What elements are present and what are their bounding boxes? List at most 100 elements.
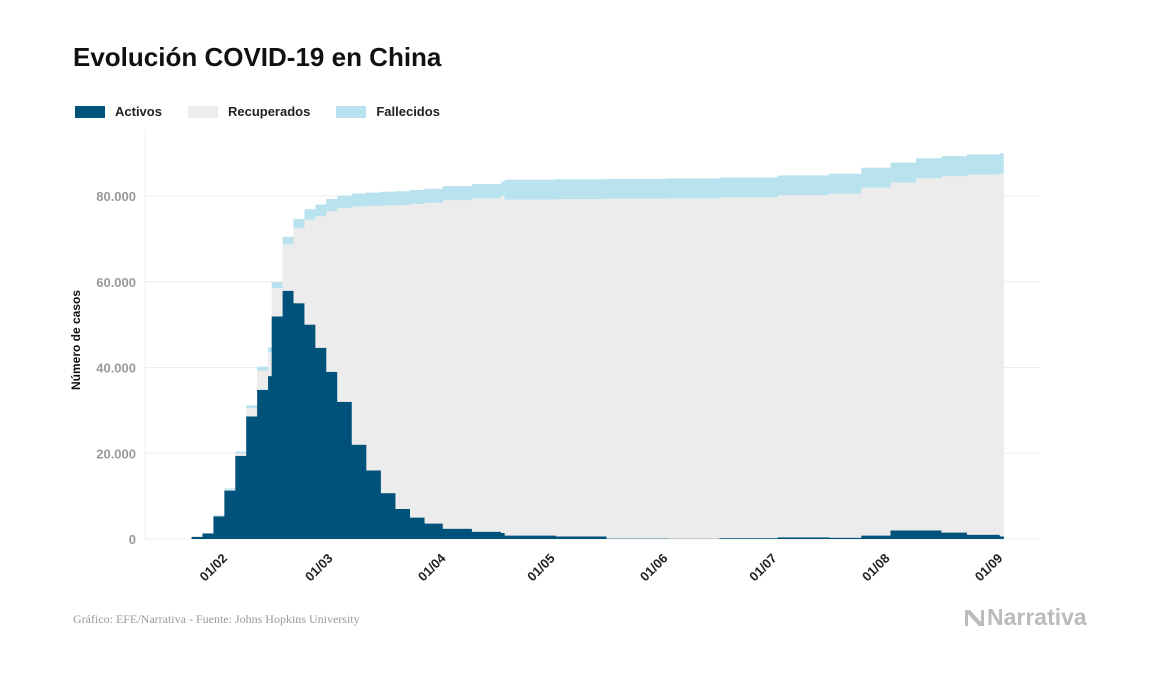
area-segment-recuperados [668,198,720,539]
area-segment-activos [304,324,316,539]
area-segment-fallecidos [555,179,608,200]
narrativa-logo: Narrativa [963,604,1087,631]
area-segment-fallecidos [424,188,444,203]
area-segment-activos [966,534,1001,539]
area-segment-activos [890,530,917,539]
area-segment-fallecidos [504,179,557,200]
area-segment-activos [202,533,214,539]
x-tick-label: 01/09 [972,551,1006,585]
area-segment-fallecidos [271,282,284,289]
area-segment-fallecidos [501,181,506,196]
area-segment-fallecidos [351,193,367,207]
area-segment-fallecidos [395,191,411,206]
area-segment-recuperados [380,205,396,494]
area-segment-activos [282,290,295,539]
x-tick-label: 01/04 [415,550,449,584]
legend-swatch-activos [75,105,105,118]
area-segment-recuperados [257,370,269,390]
area-segment-fallecidos [224,488,236,490]
area-segment-recuperados [366,206,382,471]
area-segment-recuperados [777,195,830,538]
legend-swatch-recuperados [187,105,218,118]
x-tick-label: 01/06 [637,551,671,585]
area-segment-activos [424,523,444,539]
area-segment-activos [395,508,411,539]
area-segment-fallecidos [890,162,917,183]
area-segment-activos [915,530,942,539]
area-segment-recuperados [395,205,411,509]
area-segment-fallecidos [257,366,269,371]
area-segment-recuperados [828,193,862,538]
area-segment-recuperados [351,206,367,445]
area-segment-fallecidos [828,173,862,194]
area-segment-recuperados [315,216,327,348]
area-segment-activos [861,535,891,539]
area-segment-recuperados [293,228,305,304]
area-segment-activos [777,537,830,539]
x-tick-label: 01/02 [197,551,231,585]
legend-swatch-fallecidos [336,105,367,118]
area-segment-fallecidos [410,189,426,204]
area-segment-recuperados [304,219,316,325]
area-segment-fallecidos [293,219,305,229]
area-segment-activos [315,347,327,539]
area-segment-activos [337,401,353,539]
area-segment-recuperados [442,200,473,529]
area-segment-recuperados [471,198,502,532]
area-segment-fallecidos [304,209,316,220]
area-segment-recuperados [890,182,917,531]
area-segment-fallecidos [999,153,1004,174]
area-segment-activos [555,536,608,539]
area-segment-fallecidos [326,199,338,212]
area-segment-fallecidos [861,167,891,188]
area-segment-fallecidos [966,154,1001,175]
x-tick-label: 01/05 [524,551,558,585]
area-segment-recuperados [337,208,353,402]
area-segment-activos [293,303,305,539]
area-segment-recuperados [941,176,968,533]
area-segment-recuperados [224,489,236,491]
area-segment-recuperados [555,199,608,537]
y-tick-label: 60.000 [96,275,136,290]
area-segment-recuperados [326,211,338,372]
area-segment-activos [366,470,382,539]
area-segment-fallecidos [246,405,258,408]
area-segment-fallecidos [235,451,247,454]
y-axis-label: Número de casos [69,290,83,390]
area-segment-recuperados [606,198,669,539]
x-tick-label: 01/03 [302,551,336,585]
area-segment-fallecidos [777,175,830,196]
area-segment-activos [471,531,502,539]
area-segment-recuperados [246,407,258,417]
area-segment-recuperados [719,197,779,539]
area-segment-fallecidos [442,186,473,201]
area-segment-activos [351,444,367,539]
area-segment-fallecidos [337,195,353,209]
area-segment-activos [224,490,236,539]
area-segment-activos [271,316,284,539]
area-segment-recuperados [504,199,557,536]
area-segment-activos [999,536,1004,539]
y-tick-label: 40.000 [96,361,136,376]
area-segment-activos [326,371,338,539]
area-segment-fallecidos [366,192,382,207]
legend-item-fallecidos: Fallecidos [336,104,440,119]
y-tick-label: 20.000 [96,446,136,461]
area-segment-activos [380,493,396,539]
area-segment-activos [442,528,473,539]
legend-label-activos: Activos [115,104,162,119]
area-segment-recuperados [235,453,247,456]
x-tick-label: 01/08 [859,551,893,585]
area-segment-fallecidos [719,177,779,198]
area-segment-recuperados [999,173,1004,537]
area-segment-activos [941,532,968,539]
area-segment-recuperados [271,288,284,317]
area-segment-recuperados [966,174,1001,535]
x-tick-label: 01/07 [746,551,780,585]
area-segment-fallecidos [471,183,502,199]
area-segment-activos [191,536,204,539]
area-segment-activos [213,516,225,539]
logo-text: Narrativa [987,604,1087,630]
area-segment-fallecidos [315,204,327,217]
area-segment-activos [268,376,273,539]
